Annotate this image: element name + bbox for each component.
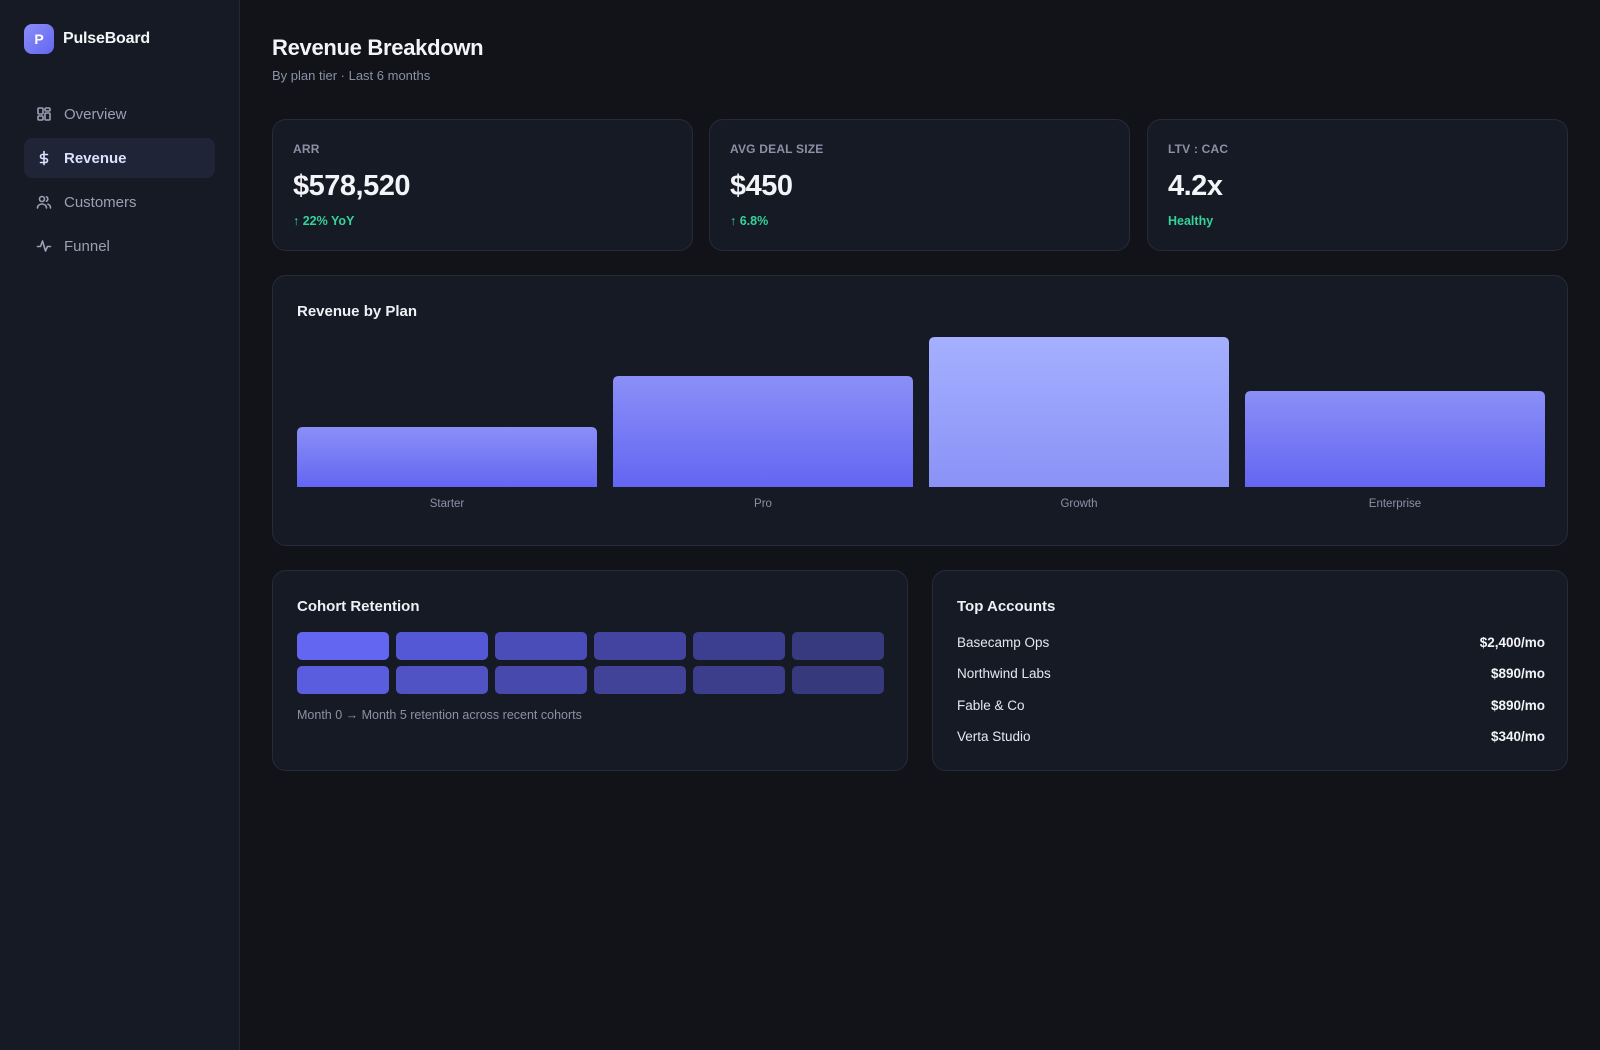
account-value: $340/mo: [1490, 728, 1545, 744]
sidebar-item-revenue[interactable]: Revenue: [24, 138, 215, 178]
cohort-cell[interactable]: [693, 666, 785, 694]
top-accounts-card: Top Accounts Basecamp Ops $2,400/mo Nort…: [932, 570, 1568, 771]
cohort-cell[interactable]: [396, 666, 488, 694]
grid-icon: [36, 106, 52, 122]
kpi-card-arr: ARR $578,520 ↑ 22% YoY: [272, 119, 693, 251]
x-tick-label: Growth: [1060, 498, 1097, 510]
sidebar-item-label: Overview: [64, 105, 127, 123]
bar-pro[interactable]: [613, 376, 913, 487]
account-row[interactable]: Verta Studio $340/mo: [957, 726, 1545, 746]
kpi-label: LTV : CAC: [1168, 142, 1229, 156]
account-row[interactable]: Basecamp Ops $2,400/mo: [957, 632, 1545, 652]
cohort-cell[interactable]: [792, 666, 884, 694]
users-icon: [36, 194, 52, 210]
cohort-cell[interactable]: [792, 632, 884, 660]
bar-enterprise[interactable]: [1245, 391, 1545, 487]
revenue-by-plan-chart: Starter Pro Growth Enterprise: [297, 337, 1545, 510]
bar-growth[interactable]: [929, 337, 1229, 487]
bar-starter[interactable]: [297, 427, 597, 487]
account-value: $2,400/mo: [1479, 634, 1545, 650]
account-value: $890/mo: [1490, 665, 1545, 681]
revenue-chart-card: Revenue by Plan Starter Pro Growth Enterpri…: [272, 275, 1568, 546]
x-tick-label: Starter: [430, 498, 465, 510]
kpi-card-avg-deal-size: AVG DEAL SIZE $450 ↑ 6.8%: [709, 119, 1130, 251]
kpi-label: ARR: [293, 142, 320, 156]
cohort-retention-card: Cohort Retention Month 0 → Month 5 reten…: [272, 570, 908, 771]
cohort-cell[interactable]: [594, 666, 686, 694]
sidebar-item-customers[interactable]: Customers: [24, 182, 215, 222]
sidebar-item-overview[interactable]: Overview: [24, 94, 215, 134]
kpi-delta: ↑ 6.8%: [730, 214, 769, 228]
page-title: Revenue Breakdown: [272, 35, 484, 60]
sidebar-item-label: Funnel: [64, 237, 110, 255]
cohort-title: Cohort Retention: [297, 598, 420, 615]
account-row[interactable]: Fable & Co $890/mo: [957, 695, 1545, 715]
cohort-cell[interactable]: [495, 632, 587, 660]
kpi-value: 4.2x: [1168, 170, 1223, 202]
page-subtitle: By plan tier · Last 6 months: [272, 68, 431, 83]
sidebar-item-label: Customers: [64, 193, 137, 211]
account-value: $890/mo: [1490, 697, 1545, 713]
kpi-value: $450: [730, 170, 793, 202]
chart-title: Revenue by Plan: [297, 303, 418, 320]
kpi-delta: Healthy: [1168, 214, 1214, 228]
account-name: Northwind Labs: [957, 665, 1051, 681]
sidebar-item-funnel[interactable]: Funnel: [24, 226, 215, 266]
cohort-cell[interactable]: [495, 666, 587, 694]
cohort-cell[interactable]: [297, 666, 389, 694]
activity-icon: [36, 238, 52, 254]
kpi-label: AVG DEAL SIZE: [730, 142, 824, 156]
brand-name: PulseBoard: [63, 30, 150, 47]
account-name: Verta Studio: [957, 728, 1031, 744]
x-tick-label: Enterprise: [1369, 498, 1421, 510]
cohort-cell[interactable]: [693, 632, 785, 660]
kpi-delta: ↑ 22% YoY: [293, 214, 355, 228]
sidebar-item-label: Revenue: [64, 149, 127, 167]
kpi-card-ltv-cac: LTV : CAC 4.2x Healthy: [1147, 119, 1568, 251]
account-name: Basecamp Ops: [957, 634, 1050, 650]
brand[interactable]: P PulseBoard: [24, 24, 150, 54]
account-name: Fable & Co: [957, 697, 1025, 713]
dollar-icon: [36, 150, 52, 166]
sidebar: P PulseBoard Overview Revenue Customers: [0, 0, 240, 1050]
x-tick-label: Pro: [754, 498, 772, 510]
cohort-cell[interactable]: [396, 632, 488, 660]
cohort-cell[interactable]: [594, 632, 686, 660]
kpi-value: $578,520: [293, 170, 410, 202]
cohort-note: Month 0 → Month 5 retention across recen…: [297, 708, 582, 722]
account-row[interactable]: Northwind Labs $890/mo: [957, 663, 1545, 683]
accounts-title: Top Accounts: [957, 598, 1056, 615]
brand-logo: P: [24, 24, 54, 54]
cohort-cell[interactable]: [297, 632, 389, 660]
sidebar-nav: Overview Revenue Customers Funnel: [24, 94, 215, 270]
